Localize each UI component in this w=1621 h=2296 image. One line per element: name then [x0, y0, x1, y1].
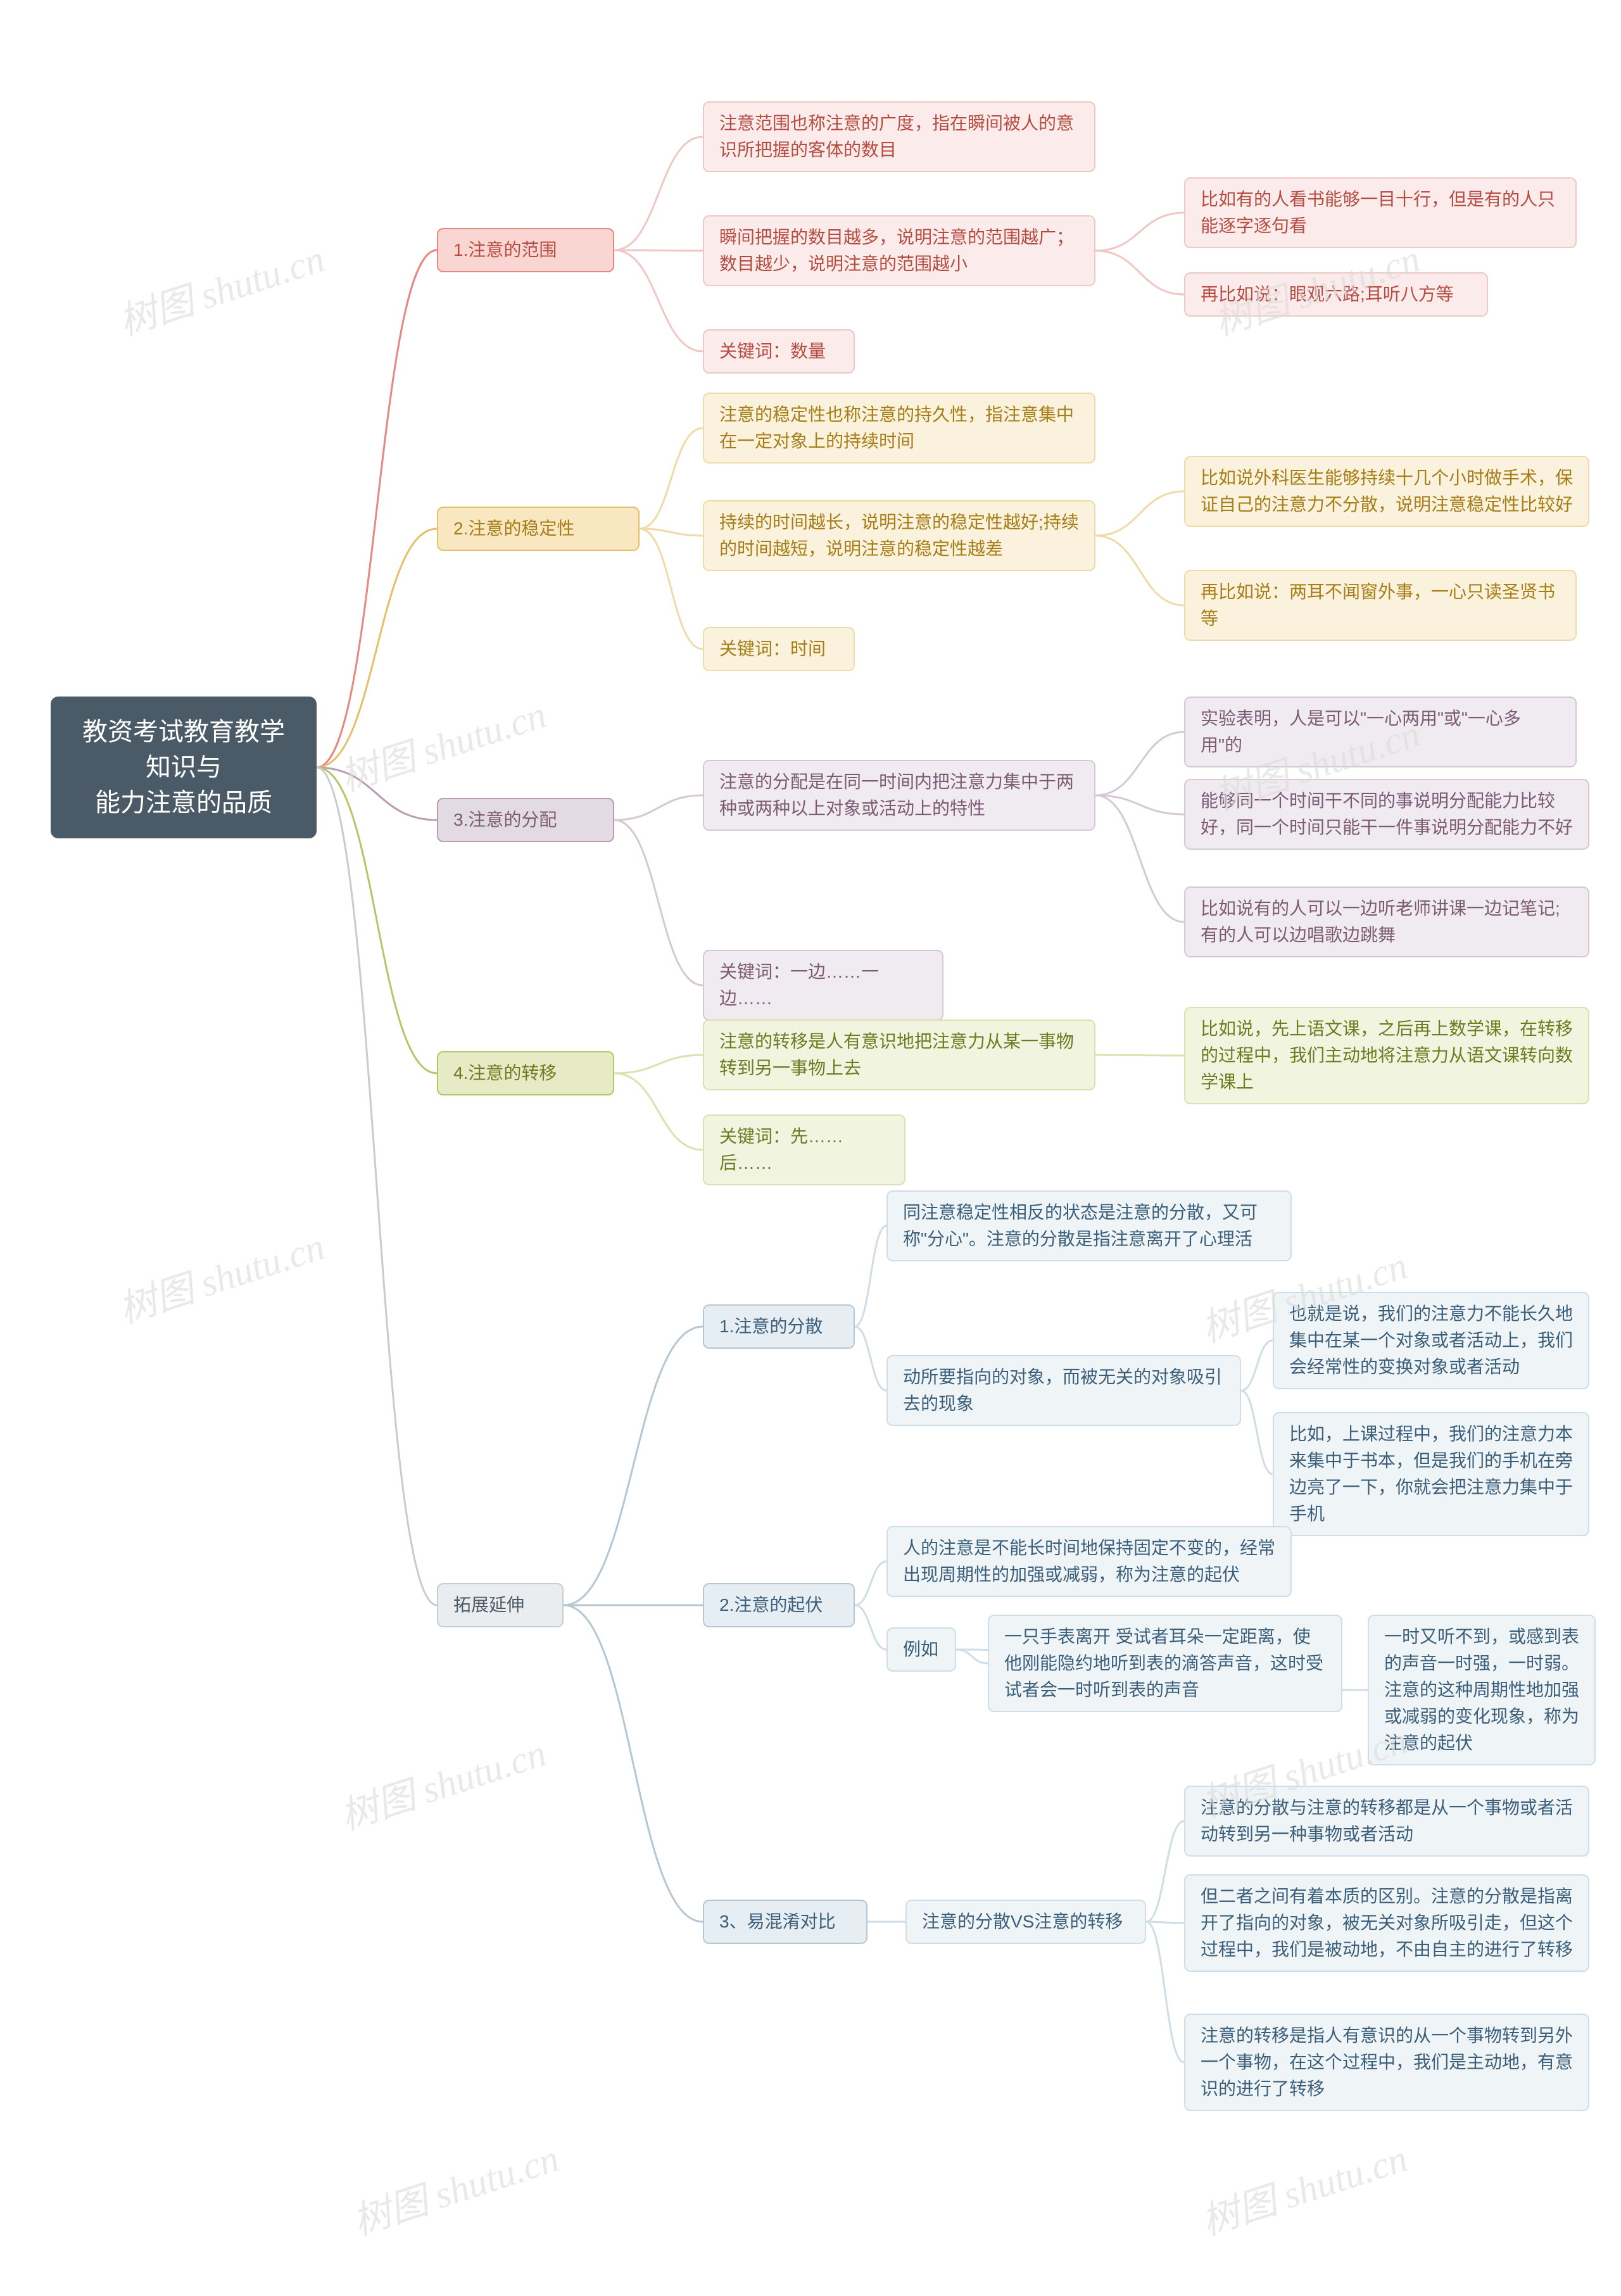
watermark: 树图 shutu.cn — [345, 2128, 565, 2246]
node-b1c2a: 比如有的人看书能够一目十行，但是有的人只能逐字逐句看 — [1184, 177, 1577, 248]
node-b5c1b2: 比如，上课过程中，我们的注意力本来集中于书本，但是我们的手机在旁边亮了一下，你就… — [1273, 1412, 1589, 1536]
watermark: 树图 shutu.cn — [332, 1722, 552, 1841]
node-b3c2: 关键词：一边……一边…… — [703, 950, 943, 1021]
node-b3c1a: 实验表明，人是可以"一心两用"或"一心多用"的 — [1184, 697, 1577, 767]
node-b2c2: 持续的时间越长，说明注意的稳定性越好;持续的时间越短，说明注意的稳定性越差 — [703, 500, 1095, 571]
node-b5c1: 1.注意的分散 — [703, 1304, 855, 1349]
node-b5c2b2: 一时又听不到，或感到表的声音一时强，一时弱。注意的这种周期性地加强或减弱的变化现… — [1368, 1615, 1596, 1765]
node-b5c3a3: 注意的转移是指人有意识的从一个事物转到另外一个事物，在这个过程中，我们是主动地，… — [1184, 2014, 1589, 2111]
node-b2c1: 注意的稳定性也称注意的持久性，指注意集中在一定对象上的持续时间 — [703, 393, 1095, 464]
node-b1c3: 关键词：数量 — [703, 329, 855, 374]
node-b5c2a: 人的注意是不能长时间地保持固定不变的，经常出现周期性的加强或减弱，称为注意的起伏 — [886, 1526, 1292, 1597]
watermark: 树图 shutu.cn — [111, 1216, 331, 1334]
node-b2c3: 关键词：时间 — [703, 627, 855, 671]
node-b1c2: 瞬间把握的数目越多，说明注意的范围越广；数目越少，说明注意的范围越小 — [703, 215, 1095, 286]
node-b4c1a: 比如说，先上语文课，之后再上数学课，在转移的过程中，我们主动地将注意力从语文课转… — [1184, 1007, 1589, 1104]
watermark: 树图 shutu.cn — [111, 228, 331, 346]
node-b5c3a1: 注意的分散与注意的转移都是从一个事物或者活动转到另一种事物或者活动 — [1184, 1786, 1589, 1857]
watermark: 树图 shutu.cn — [332, 684, 552, 802]
node-b1c1: 注意范围也称注意的广度，指在瞬间被人的意识所把握的客体的数目 — [703, 101, 1095, 172]
node-b5: 拓展延伸 — [437, 1583, 564, 1627]
root-node: 教资考试教育教学知识与 能力注意的品质 — [51, 697, 317, 838]
node-b5c2b1: 一只手表离开 受试者耳朵一定距离，使他刚能隐约地听到表的滴答声音，这时受试者会一… — [988, 1615, 1342, 1712]
watermark: 树图 shutu.cn — [1194, 2128, 1413, 2246]
node-b1c2b: 再比如说：眼观六路;耳听八方等 — [1184, 272, 1488, 317]
node-b2c2a: 比如说外科医生能够持续十几个小时做手术，保证自己的注意力不分散，说明注意稳定性比… — [1184, 456, 1589, 527]
node-b3c1c: 比如说有的人可以一边听老师讲课一边记笔记;有的人可以边唱歌边跳舞 — [1184, 886, 1589, 957]
node-b5c3: 3、易混淆对比 — [703, 1900, 867, 1944]
node-b3: 3.注意的分配 — [437, 798, 614, 842]
node-b5c1b: 动所要指向的对象，而被无关的对象吸引去的现象 — [886, 1355, 1241, 1426]
node-b2c2b: 再比如说：两耳不闻窗外事，一心只读圣贤书等 — [1184, 570, 1577, 641]
node-b4c1: 注意的转移是人有意识地把注意力从某一事物转到另一事物上去 — [703, 1019, 1095, 1090]
node-b4: 4.注意的转移 — [437, 1051, 614, 1095]
node-b1: 1.注意的范围 — [437, 228, 614, 272]
node-b3c1: 注意的分配是在同一时间内把注意力集中于两种或两种以上对象或活动上的特性 — [703, 760, 1095, 831]
node-b5c1b1: 也就是说，我们的注意力不能长久地集中在某一个对象或者活动上，我们会经常性的变换对… — [1273, 1292, 1589, 1389]
node-b5c1a: 同注意稳定性相反的状态是注意的分散，又可称"分心"。注意的分散是指注意离开了心理… — [886, 1190, 1292, 1261]
node-b4c2: 关键词：先……后…… — [703, 1114, 905, 1185]
node-b5c2: 2.注意的起伏 — [703, 1583, 855, 1627]
node-b3c1b: 能够同一个时间干不同的事说明分配能力比较好，同一个时间只能干一件事说明分配能力不… — [1184, 779, 1589, 850]
node-b2: 2.注意的稳定性 — [437, 507, 640, 551]
node-b5c3a: 注意的分散VS注意的转移 — [905, 1900, 1146, 1944]
node-b5c3a2: 但二者之间有着本质的区别。注意的分散是指离开了指向的对象，被无关对象所吸引走，但… — [1184, 1874, 1589, 1972]
node-b5c2b: 例如 — [886, 1627, 956, 1672]
